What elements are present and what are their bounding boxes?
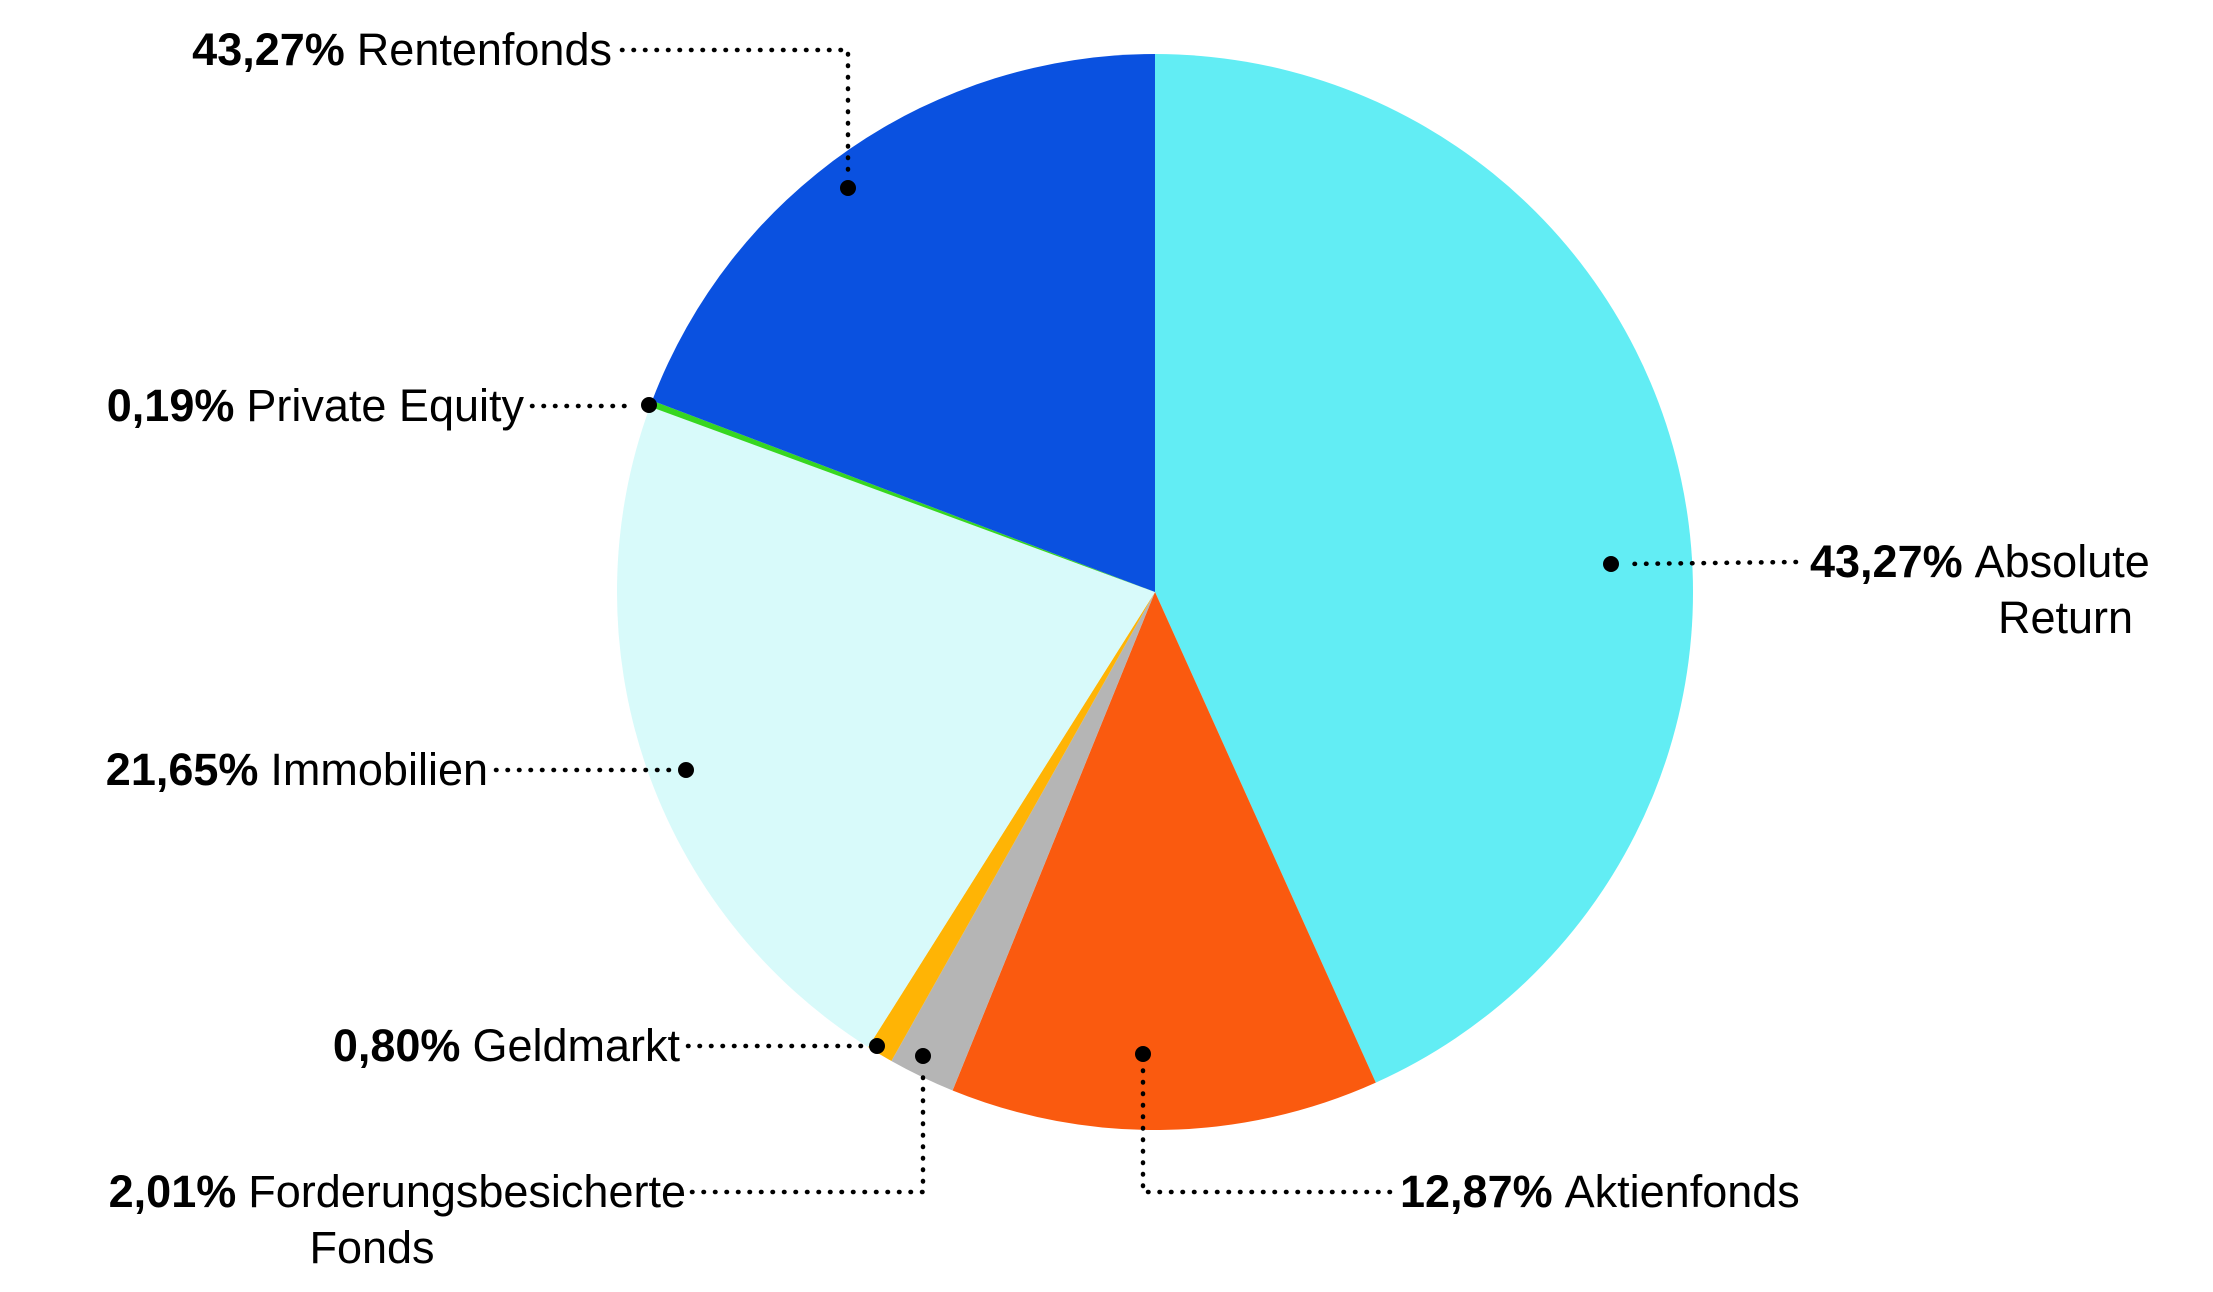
label-immobilien-pct: 21,65% bbox=[105, 744, 259, 795]
label-absolute-return-pct: 43,27% bbox=[1810, 536, 1963, 587]
label-forderungsbesicherte-line1: 2,01% Forderungsbesicherte bbox=[0, 1164, 686, 1220]
label-aktienfonds: 12,87% Aktienfonds bbox=[1400, 1164, 1800, 1220]
leader-lines-group bbox=[493, 47, 1799, 1195]
leader-line-aktienfonds bbox=[1140, 1067, 1393, 1195]
slice-dot-private-equity bbox=[641, 397, 657, 413]
label-forderungsbesicherte-pct: 2,01% bbox=[108, 1166, 237, 1217]
label-geldmarkt-name: Geldmarkt bbox=[472, 1020, 680, 1071]
slice-dot-geldmarkt bbox=[869, 1038, 885, 1054]
label-forderungsbesicherte-name2: Fonds bbox=[309, 1222, 435, 1273]
slice-dot-immobilien bbox=[678, 762, 694, 778]
pie-slice-private-equity bbox=[649, 400, 1155, 592]
label-immobilien: 21,65% Immobilien bbox=[0, 742, 488, 798]
label-absolute-return-name: Absolute bbox=[1974, 536, 2150, 587]
label-aktienfonds-pct: 12,87% bbox=[1400, 1166, 1553, 1217]
leader-line-rentenfonds bbox=[619, 47, 851, 177]
pie-slice-immobilien bbox=[616, 406, 1155, 1048]
pie-slice-forderungsbesicherte-fonds bbox=[891, 592, 1155, 1091]
pie-slice-geldmarkt bbox=[868, 592, 1155, 1061]
label-forderungsbesicherte-name: Forderungsbesicherte bbox=[248, 1166, 686, 1217]
label-absolute-return-name2: Return bbox=[1998, 592, 2134, 643]
slice-dot-rentenfonds bbox=[840, 180, 856, 196]
label-private-equity-pct: 0,19% bbox=[106, 380, 235, 431]
label-aktienfonds-name: Aktienfonds bbox=[1564, 1166, 1800, 1217]
slice-dot-forderungsbesicherte bbox=[915, 1048, 931, 1064]
pie-slice-aktienfonds bbox=[952, 592, 1376, 1131]
label-rentenfonds: 43,27% Rentenfonds bbox=[0, 22, 612, 78]
label-rentenfonds-pct: 43,27% bbox=[192, 24, 345, 75]
label-geldmarkt: 0,80% Geldmarkt bbox=[0, 1018, 680, 1074]
label-private-equity-name: Private Equity bbox=[246, 380, 524, 431]
slice-dot-aktienfonds bbox=[1135, 1046, 1151, 1062]
label-absolute-return-line1: 43,27% Absolute bbox=[1810, 534, 2150, 590]
leader-line-forderungsbesicherte bbox=[689, 1069, 926, 1195]
pie-slices-group bbox=[616, 54, 1694, 1131]
slice-dot-absolute-return bbox=[1603, 556, 1619, 572]
label-rentenfonds-name: Rentenfonds bbox=[356, 24, 612, 75]
pie-slice-absolute-return bbox=[1155, 54, 1694, 1083]
label-immobilien-name: Immobilien bbox=[270, 744, 488, 795]
pie-slice-rentenfonds bbox=[652, 54, 1155, 592]
label-geldmarkt-pct: 0,80% bbox=[332, 1020, 461, 1071]
label-forderungsbesicherte-line2: Fonds bbox=[0, 1220, 744, 1276]
label-private-equity: 0,19% Private Equity bbox=[0, 378, 524, 434]
label-absolute-return-line2: Return bbox=[1998, 590, 2133, 646]
